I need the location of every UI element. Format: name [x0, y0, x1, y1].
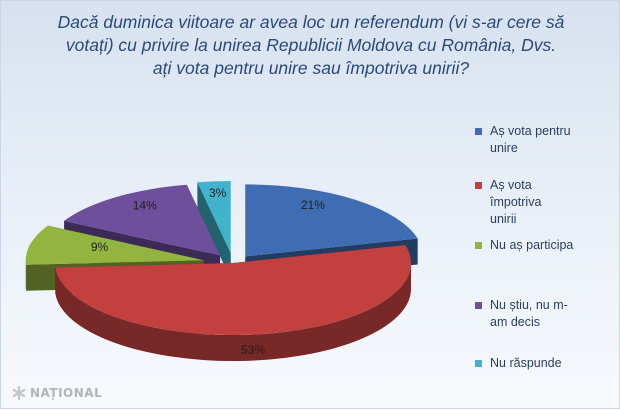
legend-label-line: Aș vota pentru [490, 123, 600, 140]
legend-label: Nu aș participa [490, 237, 600, 254]
legend-label-line: am decis [490, 314, 600, 331]
legend-label: Nu răspunde [490, 355, 600, 372]
pie-data-label: 3% [209, 186, 227, 200]
legend-label-line: unirii [490, 211, 600, 228]
pie-data-label: 14% [133, 199, 157, 213]
pie-data-label: 9% [91, 240, 109, 254]
legend-label-line: Nu aș participa [490, 237, 600, 254]
legend-swatch [475, 360, 482, 367]
legend-swatch [475, 182, 482, 189]
legend-item: Nu știu, nu m-am decis [475, 297, 615, 331]
asterisk-logo-icon [11, 385, 27, 401]
logo-text: NAȚIONAL [30, 386, 102, 400]
publisher-logo: NAȚIONAL [11, 385, 102, 401]
legend-item: Nu aș participa [475, 237, 615, 254]
legend-label-line: Nu răspunde [490, 355, 600, 372]
legend-swatch [475, 302, 482, 309]
legend-label: Nu știu, nu m-am decis [490, 297, 600, 331]
legend-swatch [475, 128, 482, 135]
legend-label-line: Aș vota [490, 177, 600, 194]
legend-label-line: Nu știu, nu m- [490, 297, 600, 314]
legend-item: Nu răspunde [475, 355, 615, 372]
legend-label-line: împotriva [490, 194, 600, 211]
legend-swatch [475, 242, 482, 249]
pie-data-label: 53% [241, 343, 265, 357]
pie-data-label: 21% [301, 198, 325, 212]
legend-label-line: unire [490, 140, 600, 157]
